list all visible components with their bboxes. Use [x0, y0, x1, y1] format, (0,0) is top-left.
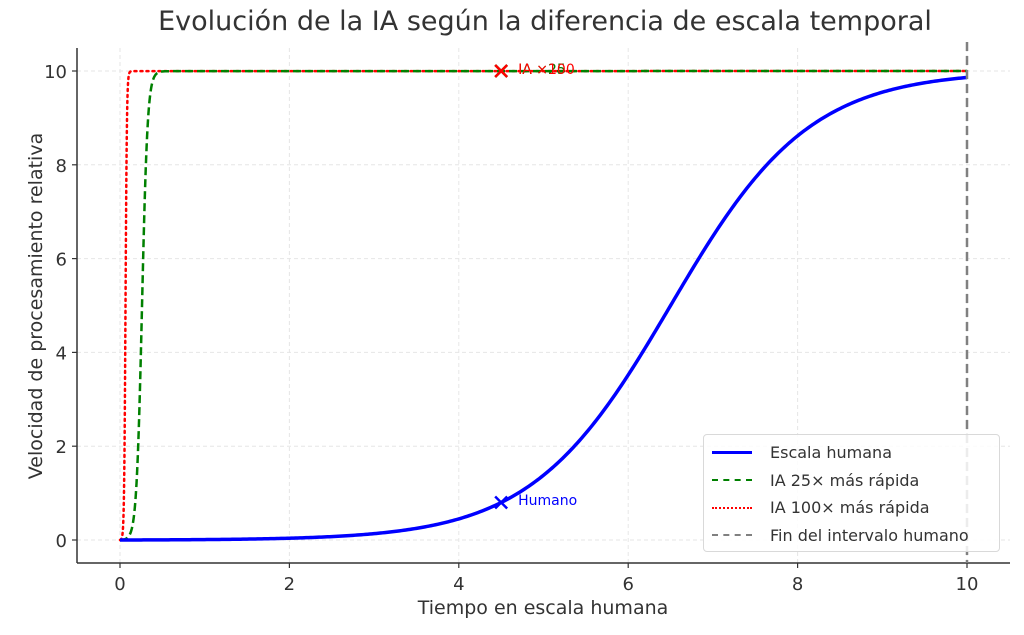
y-tick-label: 4 [56, 343, 67, 364]
legend-label: IA 100× más rápida [770, 498, 930, 518]
x-tick-label: 6 [622, 574, 633, 595]
legend-swatch-solid-icon [712, 451, 752, 455]
x-tick-label: 2 [284, 574, 295, 595]
y-tick-label: 10 [44, 62, 67, 83]
legend-label: IA 25× más rápida [770, 470, 920, 490]
legend-label: Escala humana [770, 443, 892, 463]
y-tick-label: 8 [56, 156, 67, 177]
x-marker-icon [494, 64, 509, 78]
x-marker-icon [494, 495, 509, 510]
legend-swatch-gray-dashed-icon [712, 534, 752, 537]
legend: Escala humana IA 25× más rápida IA 100× … [703, 434, 1000, 552]
y-tick-label: 2 [56, 437, 67, 458]
legend-swatch-dashed-icon [712, 479, 752, 482]
y-tick-label: 0 [56, 531, 67, 552]
y-tick-label: 6 [56, 250, 67, 271]
legend-label: Fin del intervalo humano [770, 525, 969, 545]
legend-item-ia25: IA 25× más rápida [710, 467, 993, 495]
chart-title: Evolución de la IA según la diferencia d… [158, 6, 932, 37]
x-axis-label: Tiempo en escala humana [417, 597, 669, 619]
x-tick-label: 10 [956, 574, 979, 595]
series-human-line [119, 75, 968, 542]
annotation-ia100: IA ×100 [518, 62, 575, 78]
x-tick-label: 4 [453, 574, 464, 595]
x-tick-label: 0 [114, 574, 125, 595]
legend-item-end: Fin del intervalo humano [710, 522, 993, 550]
annotation-human: Humano [518, 493, 578, 510]
annotation-ia25: IA ×25 [518, 62, 566, 78]
legend-item-ia100: IA 100× más rápida [710, 494, 993, 522]
series-ia25-line [119, 69, 967, 542]
legend-item-human: Escala humana [710, 439, 993, 467]
x-tick-label: 8 [792, 574, 803, 595]
legend-swatch-dotted-icon [712, 506, 752, 509]
